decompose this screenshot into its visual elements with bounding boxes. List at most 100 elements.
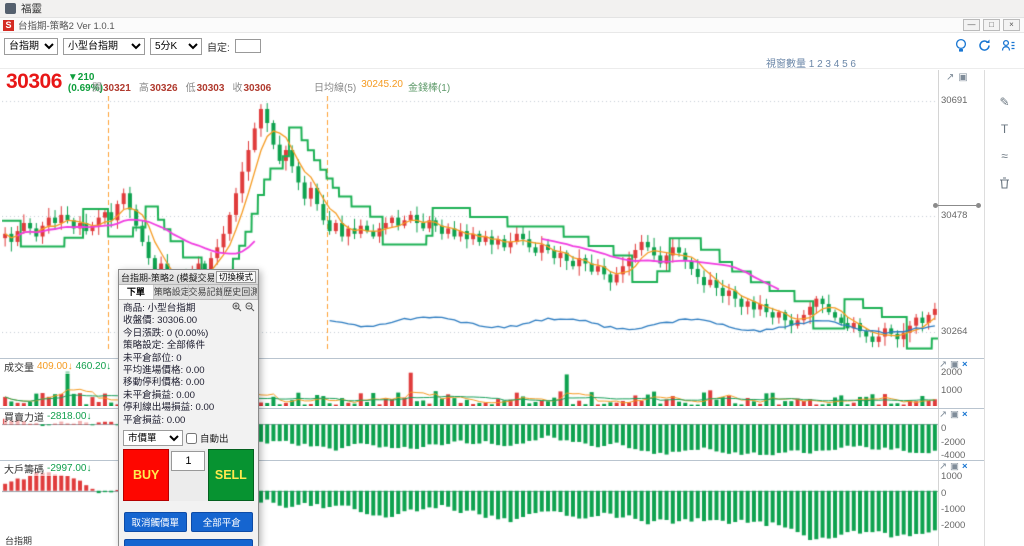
power-axis-tick: -2000: [941, 437, 966, 448]
quantity-input[interactable]: [171, 451, 206, 472]
order-type-select[interactable]: 市價單: [123, 430, 183, 447]
mdi-minimize-button[interactable]: —: [963, 19, 980, 31]
chips-axis-tick: 0: [941, 488, 947, 499]
price-axis-tick: 30691: [941, 95, 968, 106]
strategy-dialog[interactable]: 台指期-策略2 (模擬交易) 切換模式 下單 策略設定 交易記錄 歷史回測 商品…: [118, 269, 259, 546]
mdi-title: 台指期-策略2 Ver 1.0.1: [18, 21, 115, 32]
panel-expand-icon[interactable]: ↗: [939, 359, 947, 370]
app-logo: S: [3, 19, 14, 31]
panel-divider-3[interactable]: [0, 460, 984, 461]
chart-popout-icon[interactable]: ▣: [958, 72, 968, 83]
interval-select[interactable]: 5分K: [150, 37, 202, 55]
draw-pencil-icon[interactable]: ✎: [999, 95, 1010, 109]
wave-tool-icon[interactable]: ≈: [1001, 149, 1008, 163]
panel-close-icon[interactable]: ×: [961, 461, 968, 472]
close-label: 收: [232, 83, 243, 94]
info-product: 商品: 小型台指期: [123, 303, 196, 314]
info-trailing-stop-price: 移動停利價格: 0.00: [123, 377, 205, 389]
panel-popout-icon[interactable]: ▣: [949, 359, 959, 370]
close-value: 30306: [243, 83, 272, 94]
handle-line[interactable]: [938, 205, 976, 206]
power-panel-label: 買賣力道: [4, 413, 44, 424]
sell-button[interactable]: SELL: [207, 449, 254, 502]
action-buttons-row: 取消觸價單 全部平倉: [123, 512, 254, 533]
custom-interval-input[interactable]: [234, 39, 261, 53]
refresh-icon[interactable]: [977, 38, 992, 53]
power-axis-tick: 0: [941, 423, 947, 434]
high-label: 高: [138, 83, 149, 94]
app-icon: [5, 3, 16, 14]
auto-exit-checkbox[interactable]: [186, 432, 197, 444]
contract-select[interactable]: 小型台指期: [63, 37, 145, 55]
tab-backtest[interactable]: 歷史回測: [223, 285, 258, 299]
last-price: 30306: [6, 70, 62, 93]
open-label: 開: [92, 83, 102, 94]
power-axis-tick: -4000: [941, 450, 966, 461]
window-count-label[interactable]: 視窗數量 1 2 3 4 5 6: [765, 59, 856, 70]
quantity-cell: [169, 449, 208, 502]
open-value: 30321: [103, 83, 131, 94]
buy-button[interactable]: BUY: [123, 449, 170, 502]
ma-legend-value: 30245.20: [361, 79, 403, 90]
auto-exit-label: 自動出: [200, 434, 229, 446]
tab-order[interactable]: 下單: [119, 285, 154, 299]
window-titlebar[interactable]: 福靈: [0, 0, 1024, 18]
chips-panel-icons: ↗ ▣ ×: [939, 461, 984, 472]
chips-axis-tick: -1000: [941, 504, 966, 515]
toolbar-divider: [0, 68, 1024, 69]
dialog-bottom-button[interactable]: [124, 539, 253, 546]
volume-panel-icons: ↗ ▣ ×: [939, 359, 984, 370]
cancel-trigger-order-button[interactable]: 取消觸價單: [124, 512, 187, 533]
dialog-tabs: 下單 策略設定 交易記錄 歷史回測: [119, 285, 258, 300]
dialog-titlebar[interactable]: 台指期-策略2 (模擬交易) 切換模式: [119, 270, 258, 285]
ohlc-row: 開30321 高30326 低30303 收30306: [92, 79, 271, 94]
panel-expand-icon[interactable]: ↗: [939, 409, 947, 420]
low-value: 30303: [196, 83, 225, 94]
panel-expand-icon[interactable]: ↗: [939, 461, 947, 472]
status-strip: 台指期: [0, 535, 116, 546]
price-change: ▼210 (0.69%): [68, 71, 103, 94]
switch-mode-button[interactable]: 切換模式: [215, 271, 256, 283]
info-stopline-exit-pnl: 停利線出場損益: 0.00: [123, 402, 215, 414]
volume-panel-label: 成交量: [4, 363, 34, 374]
panel-divider-2[interactable]: [0, 408, 984, 409]
handle-dot[interactable]: [976, 203, 981, 208]
window-title: 福靈: [21, 3, 42, 15]
tab-trade-records[interactable]: 交易記錄: [188, 285, 224, 299]
handle-dot[interactable]: [933, 203, 938, 208]
custom-interval-label: 自定:: [207, 42, 230, 54]
status-tab-label[interactable]: 台指期: [5, 536, 33, 546]
panel-divider-1[interactable]: [0, 358, 984, 359]
chips-axis-tick: -2000: [941, 520, 966, 531]
mdi-restore-button[interactable]: □: [983, 19, 1000, 31]
ma-legend-label: 日均線(5): [314, 83, 357, 94]
panel-close-icon[interactable]: ×: [961, 359, 968, 370]
volume-panel-header: 成交量 409.00↓ 460.20↓: [4, 359, 112, 374]
volume-ma2-value: 460.20↓: [75, 361, 112, 372]
trash-icon[interactable]: [999, 177, 1010, 189]
high-value: 30326: [149, 83, 178, 94]
chart-expand-icon[interactable]: ↗: [946, 72, 955, 83]
text-tool-icon[interactable]: T: [1000, 122, 1009, 136]
change-percent: (0.69%): [67, 83, 103, 94]
chips-axis-tick: 1000: [941, 471, 963, 482]
panel-popout-icon[interactable]: ▣: [949, 409, 959, 420]
lightbulb-icon[interactable]: [954, 38, 968, 53]
info-closed-pnl: 平倉損益: 0.00: [123, 414, 186, 426]
tab-strategy-settings[interactable]: 策略設定: [153, 285, 189, 299]
info-strategy-setting: 策略設定: 全部條件: [123, 340, 206, 352]
contacts-icon[interactable]: [1001, 38, 1016, 53]
info-open-position: 未平倉部位: 0: [123, 352, 182, 364]
mdi-close-button[interactable]: ×: [1003, 19, 1020, 31]
dialog-title: 台指期-策略2 (模擬交易): [121, 272, 214, 283]
zoom-in-icon[interactable]: [232, 302, 242, 312]
zoom-out-icon[interactable]: [245, 302, 255, 312]
mdi-titlebar[interactable]: S 台指期-策略2 Ver 1.0.1: [0, 18, 1024, 33]
close-all-positions-button[interactable]: 全部平倉: [190, 512, 253, 533]
change-value: ▼210: [67, 72, 95, 83]
panel-popout-icon[interactable]: ▣: [949, 461, 959, 472]
symbol-select[interactable]: 台指期: [4, 37, 58, 55]
trendline-handle[interactable]: [933, 203, 981, 208]
panel-close-icon[interactable]: ×: [961, 409, 968, 420]
info-avg-entry-price: 平均進場價格: 0.00: [123, 365, 205, 377]
